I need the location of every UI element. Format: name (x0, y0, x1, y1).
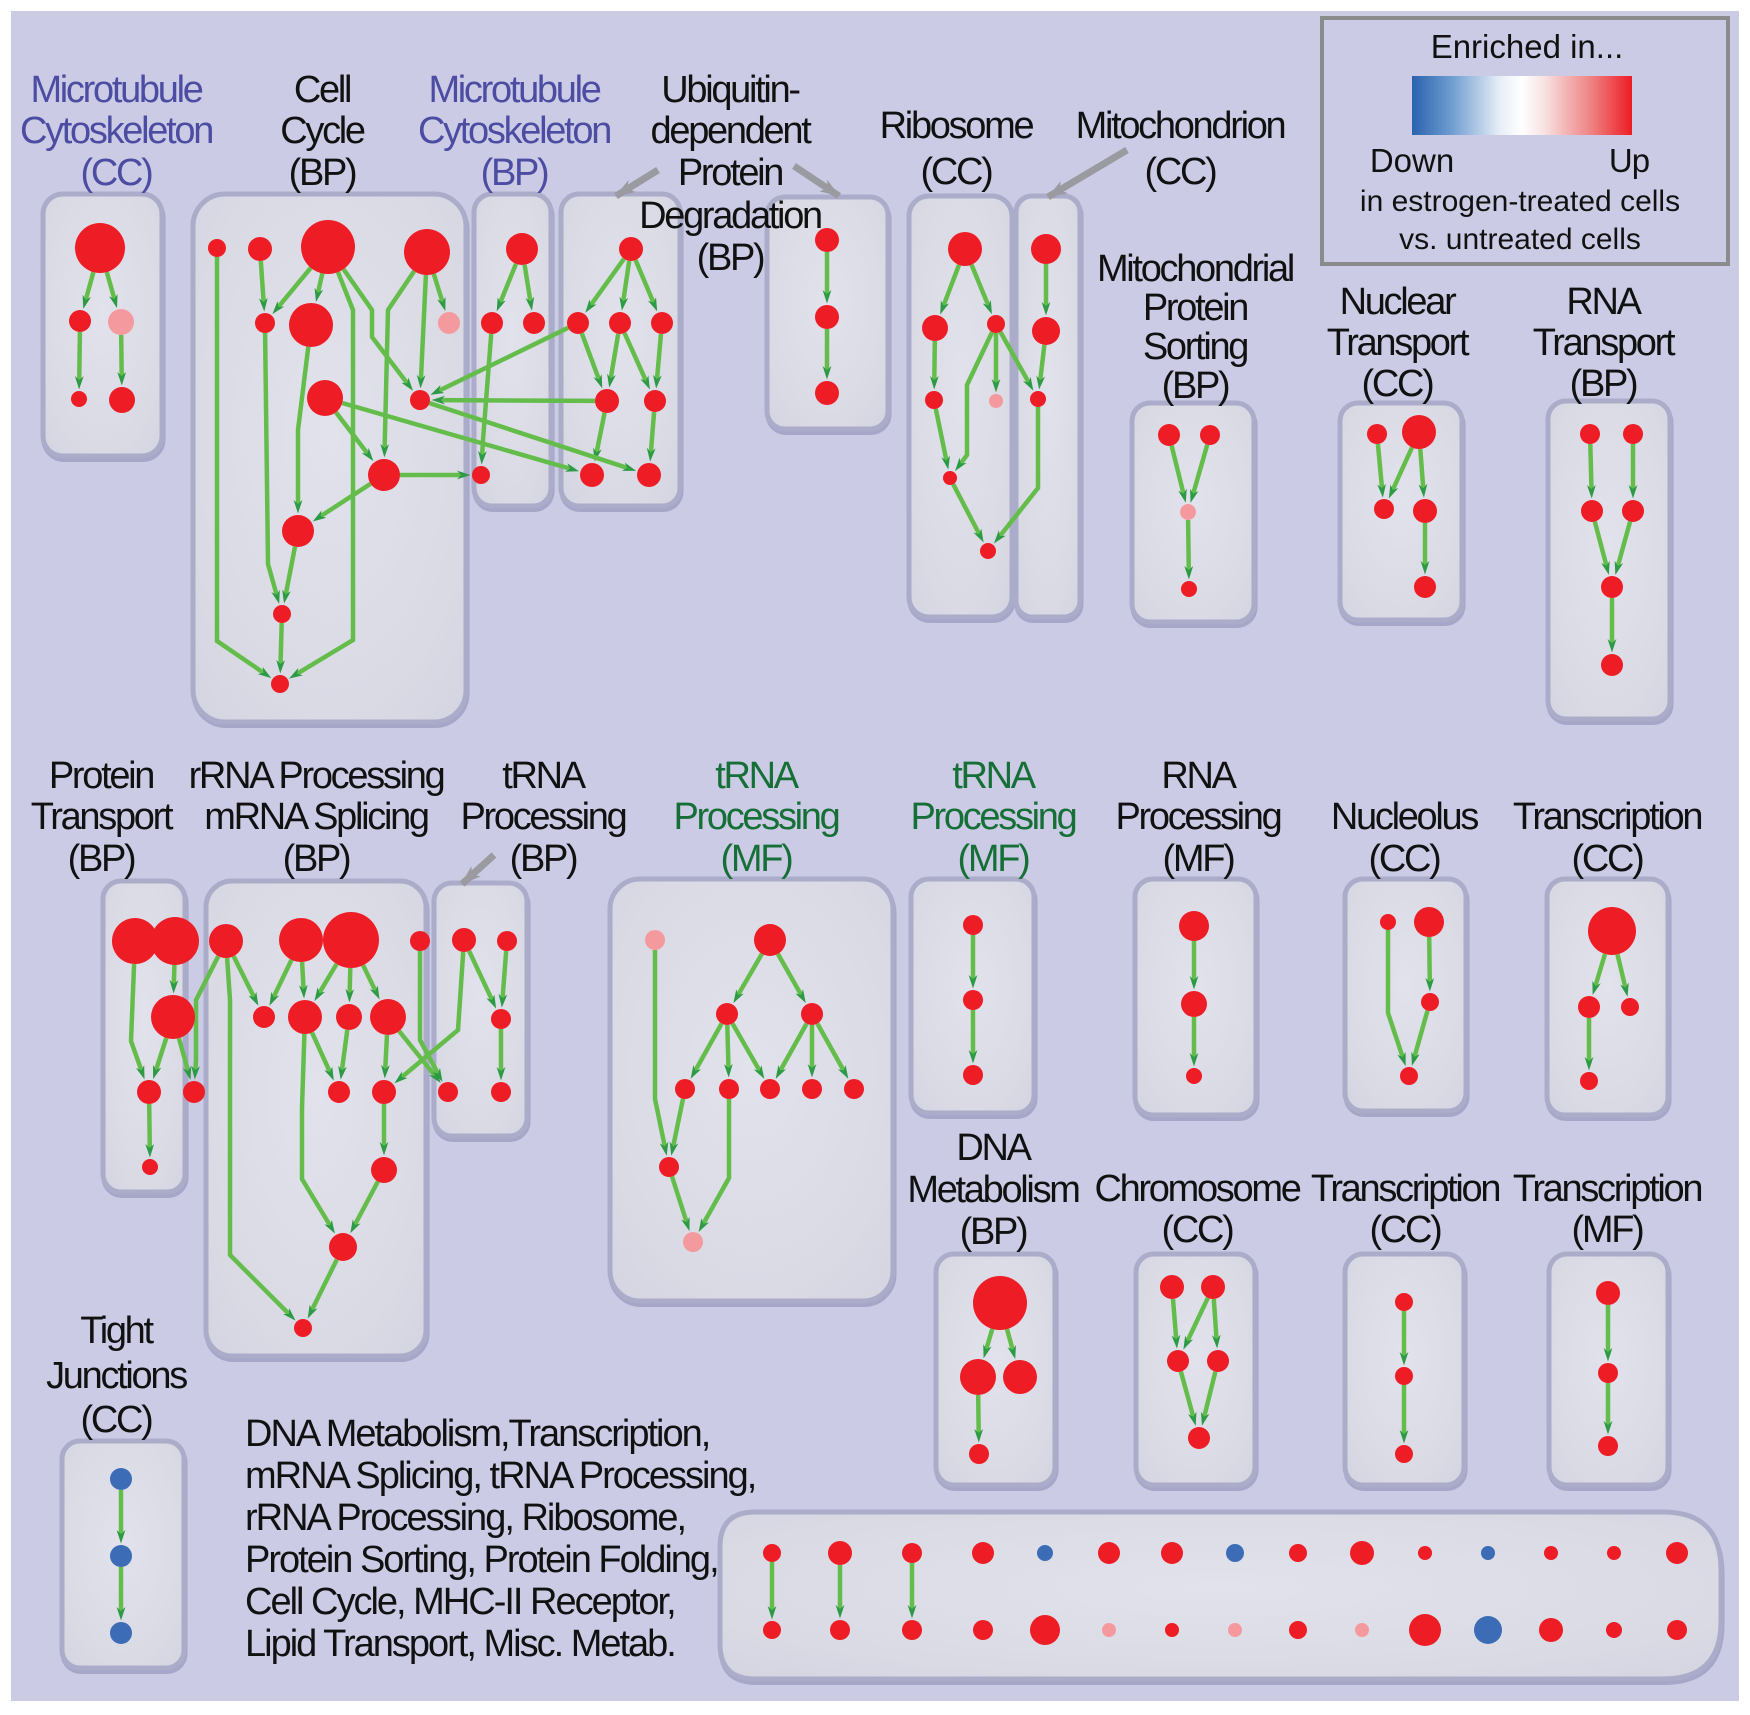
svg-text:(CC): (CC) (1162, 1209, 1234, 1251)
svg-text:Processing: Processing (1116, 796, 1281, 838)
svg-text:RNA: RNA (1566, 281, 1642, 323)
svg-text:Sorting: Sorting (1143, 326, 1247, 368)
svg-text:(CC): (CC) (1145, 151, 1217, 193)
svg-text:Microtubule: Microtubule (428, 69, 600, 111)
svg-text:tRNA: tRNA (502, 755, 587, 797)
svg-text:vs. untreated cells: vs. untreated cells (1399, 223, 1641, 256)
svg-text:Tight: Tight (80, 1310, 154, 1352)
svg-text:(BP): (BP) (289, 152, 356, 194)
svg-text:Metabolism: Metabolism (907, 1169, 1079, 1211)
svg-text:Ribosome: Ribosome (880, 105, 1034, 147)
svg-text:(CC): (CC) (921, 151, 993, 193)
svg-text:Transcription: Transcription (1311, 1168, 1499, 1210)
svg-text:tRNA: tRNA (715, 755, 800, 797)
svg-text:rRNA Processing: rRNA Processing (189, 755, 444, 797)
svg-text:(BP): (BP) (697, 237, 764, 279)
svg-text:Junctions: Junctions (46, 1355, 187, 1397)
svg-text:Transport: Transport (31, 796, 174, 838)
svg-text:Cell: Cell (294, 69, 350, 111)
svg-text:Protein Sorting, Protein Foldi: Protein Sorting, Protein Folding, (245, 1539, 718, 1581)
svg-text:(CC): (CC) (1362, 363, 1434, 405)
svg-text:Mitochondrial: Mitochondrial (1097, 248, 1293, 290)
svg-text:DNA Metabolism,Transcription,: DNA Metabolism,Transcription, (245, 1413, 709, 1455)
svg-text:(MF): (MF) (721, 838, 793, 880)
svg-text:Cell Cycle, MHC-II Receptor,: Cell Cycle, MHC-II Receptor, (245, 1581, 675, 1623)
svg-text:dependent: dependent (651, 110, 813, 152)
svg-text:Down: Down (1370, 142, 1454, 179)
svg-text:(CC): (CC) (81, 152, 153, 194)
svg-text:(BP): (BP) (283, 838, 350, 880)
svg-text:(BP): (BP) (481, 152, 548, 194)
svg-text:Protein: Protein (49, 755, 153, 797)
svg-text:(CC): (CC) (1369, 838, 1441, 880)
svg-text:Processing: Processing (674, 796, 839, 838)
svg-text:(CC): (CC) (1370, 1209, 1442, 1251)
svg-text:Degradation: Degradation (639, 195, 821, 237)
svg-text:Protein: Protein (678, 152, 782, 194)
svg-text:in estrogen-treated cells: in estrogen-treated cells (1360, 185, 1680, 218)
svg-text:Microtubule: Microtubule (30, 69, 202, 111)
svg-text:RNA: RNA (1161, 755, 1237, 797)
svg-text:rRNA Processing, Ribosome,: rRNA Processing, Ribosome, (245, 1497, 685, 1539)
svg-text:Ubiquitin-: Ubiquitin- (661, 69, 799, 111)
svg-text:Transcription: Transcription (1513, 796, 1701, 838)
svg-text:(BP): (BP) (960, 1211, 1027, 1253)
svg-text:tRNA: tRNA (952, 755, 1037, 797)
svg-text:(BP): (BP) (68, 838, 135, 880)
svg-text:(BP): (BP) (1162, 365, 1229, 407)
svg-text:Protein: Protein (1143, 287, 1247, 329)
svg-text:Cycle: Cycle (280, 110, 365, 152)
svg-text:(CC): (CC) (81, 1399, 153, 1441)
svg-text:Nucleolus: Nucleolus (1331, 796, 1478, 838)
svg-text:Cytoskeleton: Cytoskeleton (20, 110, 212, 152)
svg-text:Mitochondrion: Mitochondrion (1076, 105, 1285, 147)
svg-text:Transport: Transport (1533, 322, 1676, 364)
svg-text:DNA: DNA (956, 1127, 1032, 1169)
svg-text:Chromosome: Chromosome (1094, 1168, 1300, 1210)
svg-text:(BP): (BP) (510, 838, 577, 880)
svg-text:Up: Up (1609, 142, 1649, 179)
svg-text:(MF): (MF) (1163, 838, 1235, 880)
svg-text:(BP): (BP) (1570, 363, 1637, 405)
svg-text:Cytoskeleton: Cytoskeleton (418, 110, 610, 152)
svg-text:mRNA Splicing, tRNA Processing: mRNA Splicing, tRNA Processing, (245, 1455, 755, 1497)
svg-text:Transcription: Transcription (1513, 1168, 1701, 1210)
svg-text:Transport: Transport (1327, 322, 1470, 364)
svg-text:Processing: Processing (911, 796, 1076, 838)
svg-text:Enriched in...: Enriched in... (1431, 28, 1624, 65)
svg-text:mRNA Splicing: mRNA Splicing (204, 796, 428, 838)
svg-text:(MF): (MF) (958, 838, 1030, 880)
svg-text:(CC): (CC) (1572, 838, 1644, 880)
svg-text:Processing: Processing (461, 796, 626, 838)
svg-text:(MF): (MF) (1572, 1209, 1644, 1251)
svg-text:Nuclear: Nuclear (1340, 281, 1457, 323)
svg-text:Lipid Transport, Misc. Metab.: Lipid Transport, Misc. Metab. (245, 1623, 675, 1665)
